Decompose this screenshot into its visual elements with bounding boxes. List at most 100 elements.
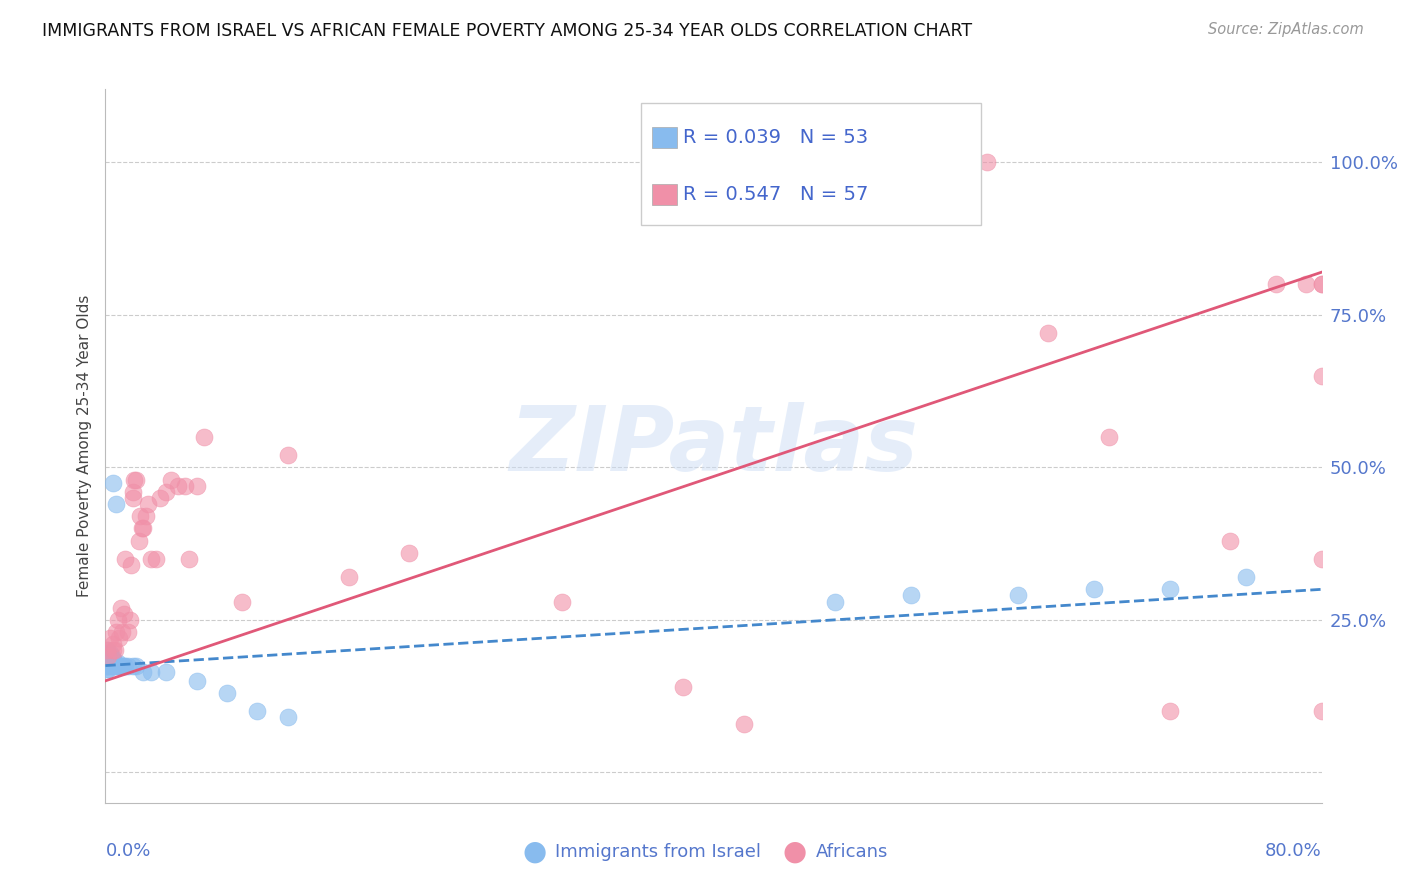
Point xyxy=(117,658,139,673)
Text: Africans: Africans xyxy=(815,843,887,861)
Point xyxy=(117,625,139,640)
Point xyxy=(1083,582,1105,597)
Point xyxy=(1007,589,1029,603)
Point xyxy=(136,497,159,511)
Point xyxy=(1295,277,1317,292)
Point xyxy=(186,478,208,492)
Point xyxy=(111,625,134,640)
Point xyxy=(96,662,118,676)
Point xyxy=(186,673,208,688)
Point xyxy=(105,625,128,640)
Point xyxy=(672,680,695,694)
Point xyxy=(155,484,177,499)
Point xyxy=(96,656,118,670)
Point xyxy=(101,656,124,670)
Point xyxy=(100,652,122,666)
Point xyxy=(121,484,143,499)
Point xyxy=(1159,704,1181,718)
Point xyxy=(1098,430,1121,444)
Point xyxy=(100,656,122,670)
Point xyxy=(114,551,136,566)
Point xyxy=(110,658,132,673)
Point xyxy=(101,658,124,673)
Point xyxy=(97,658,120,673)
Point xyxy=(1265,277,1288,292)
Text: ●: ● xyxy=(782,838,807,866)
Point xyxy=(1310,368,1333,383)
Point xyxy=(118,613,141,627)
Point xyxy=(131,521,153,535)
Point xyxy=(97,649,120,664)
Text: R = 0.039   N = 53: R = 0.039 N = 53 xyxy=(683,128,868,147)
Point xyxy=(246,704,269,718)
Point xyxy=(155,665,177,679)
Y-axis label: Female Poverty Among 25-34 Year Olds: Female Poverty Among 25-34 Year Olds xyxy=(76,295,91,597)
Point xyxy=(139,551,162,566)
Text: Source: ZipAtlas.com: Source: ZipAtlas.com xyxy=(1208,22,1364,37)
Point xyxy=(97,656,120,670)
Point xyxy=(107,656,129,670)
Point xyxy=(96,658,118,673)
Point xyxy=(277,710,299,724)
Point xyxy=(103,656,125,670)
Text: 80.0%: 80.0% xyxy=(1265,842,1322,860)
Point xyxy=(193,430,215,444)
Text: Immigrants from Israel: Immigrants from Israel xyxy=(555,843,762,861)
Point xyxy=(277,448,299,462)
Point xyxy=(101,643,124,657)
Point xyxy=(108,658,131,673)
Point xyxy=(120,558,142,572)
Point xyxy=(124,473,146,487)
Point xyxy=(824,594,846,608)
Point xyxy=(128,533,150,548)
Point xyxy=(231,594,253,608)
Point xyxy=(139,665,162,679)
Point xyxy=(1310,551,1333,566)
Point xyxy=(96,649,118,664)
Point xyxy=(550,594,572,608)
Point xyxy=(107,613,129,627)
Point xyxy=(1234,570,1257,584)
Point xyxy=(97,646,120,660)
Point xyxy=(101,475,124,490)
Point xyxy=(125,473,148,487)
Point xyxy=(103,658,125,673)
Point xyxy=(101,637,124,651)
Point xyxy=(108,631,131,645)
Point xyxy=(1310,277,1333,292)
Point xyxy=(98,646,121,660)
Point xyxy=(125,658,148,673)
Point xyxy=(98,658,121,673)
Point xyxy=(976,155,998,169)
Point xyxy=(110,600,132,615)
Text: R = 0.547   N = 57: R = 0.547 N = 57 xyxy=(683,185,868,204)
Point xyxy=(915,155,938,169)
Point xyxy=(1310,704,1333,718)
Point xyxy=(114,658,136,673)
Point xyxy=(145,551,167,566)
Text: ●: ● xyxy=(522,838,547,866)
Point xyxy=(105,497,128,511)
Point xyxy=(337,570,360,584)
Point xyxy=(135,509,157,524)
Point xyxy=(173,478,195,492)
Point xyxy=(132,521,155,535)
Point xyxy=(1036,326,1059,341)
Point xyxy=(159,473,181,487)
Point xyxy=(97,652,120,666)
Point xyxy=(733,716,755,731)
Point xyxy=(97,649,120,664)
Point xyxy=(98,649,121,664)
Point xyxy=(97,662,120,676)
Text: 0.0%: 0.0% xyxy=(105,842,150,860)
Point xyxy=(132,665,155,679)
Point xyxy=(105,658,128,673)
Point xyxy=(1219,533,1241,548)
Point xyxy=(96,658,118,673)
Point xyxy=(98,631,121,645)
Point xyxy=(96,643,118,657)
Point xyxy=(177,551,200,566)
Point xyxy=(103,643,125,657)
Text: ZIPatlas: ZIPatlas xyxy=(509,402,918,490)
Point xyxy=(855,155,877,169)
